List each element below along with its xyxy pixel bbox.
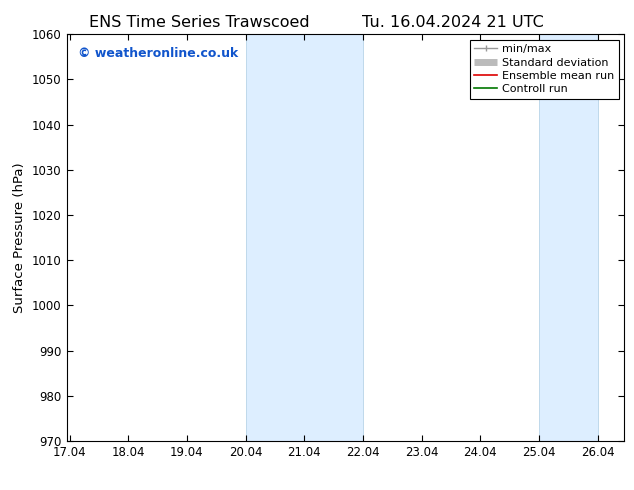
Bar [245, 34, 363, 441]
Bar [539, 34, 597, 441]
Text: ENS Time Series Trawscoed: ENS Time Series Trawscoed [89, 15, 310, 30]
Text: Tu. 16.04.2024 21 UTC: Tu. 16.04.2024 21 UTC [363, 15, 544, 30]
Text: © weatheronline.co.uk: © weatheronline.co.uk [78, 47, 238, 59]
Y-axis label: Surface Pressure (hPa): Surface Pressure (hPa) [13, 162, 27, 313]
Legend: min/max, Standard deviation, Ensemble mean run, Controll run: min/max, Standard deviation, Ensemble me… [470, 40, 619, 99]
